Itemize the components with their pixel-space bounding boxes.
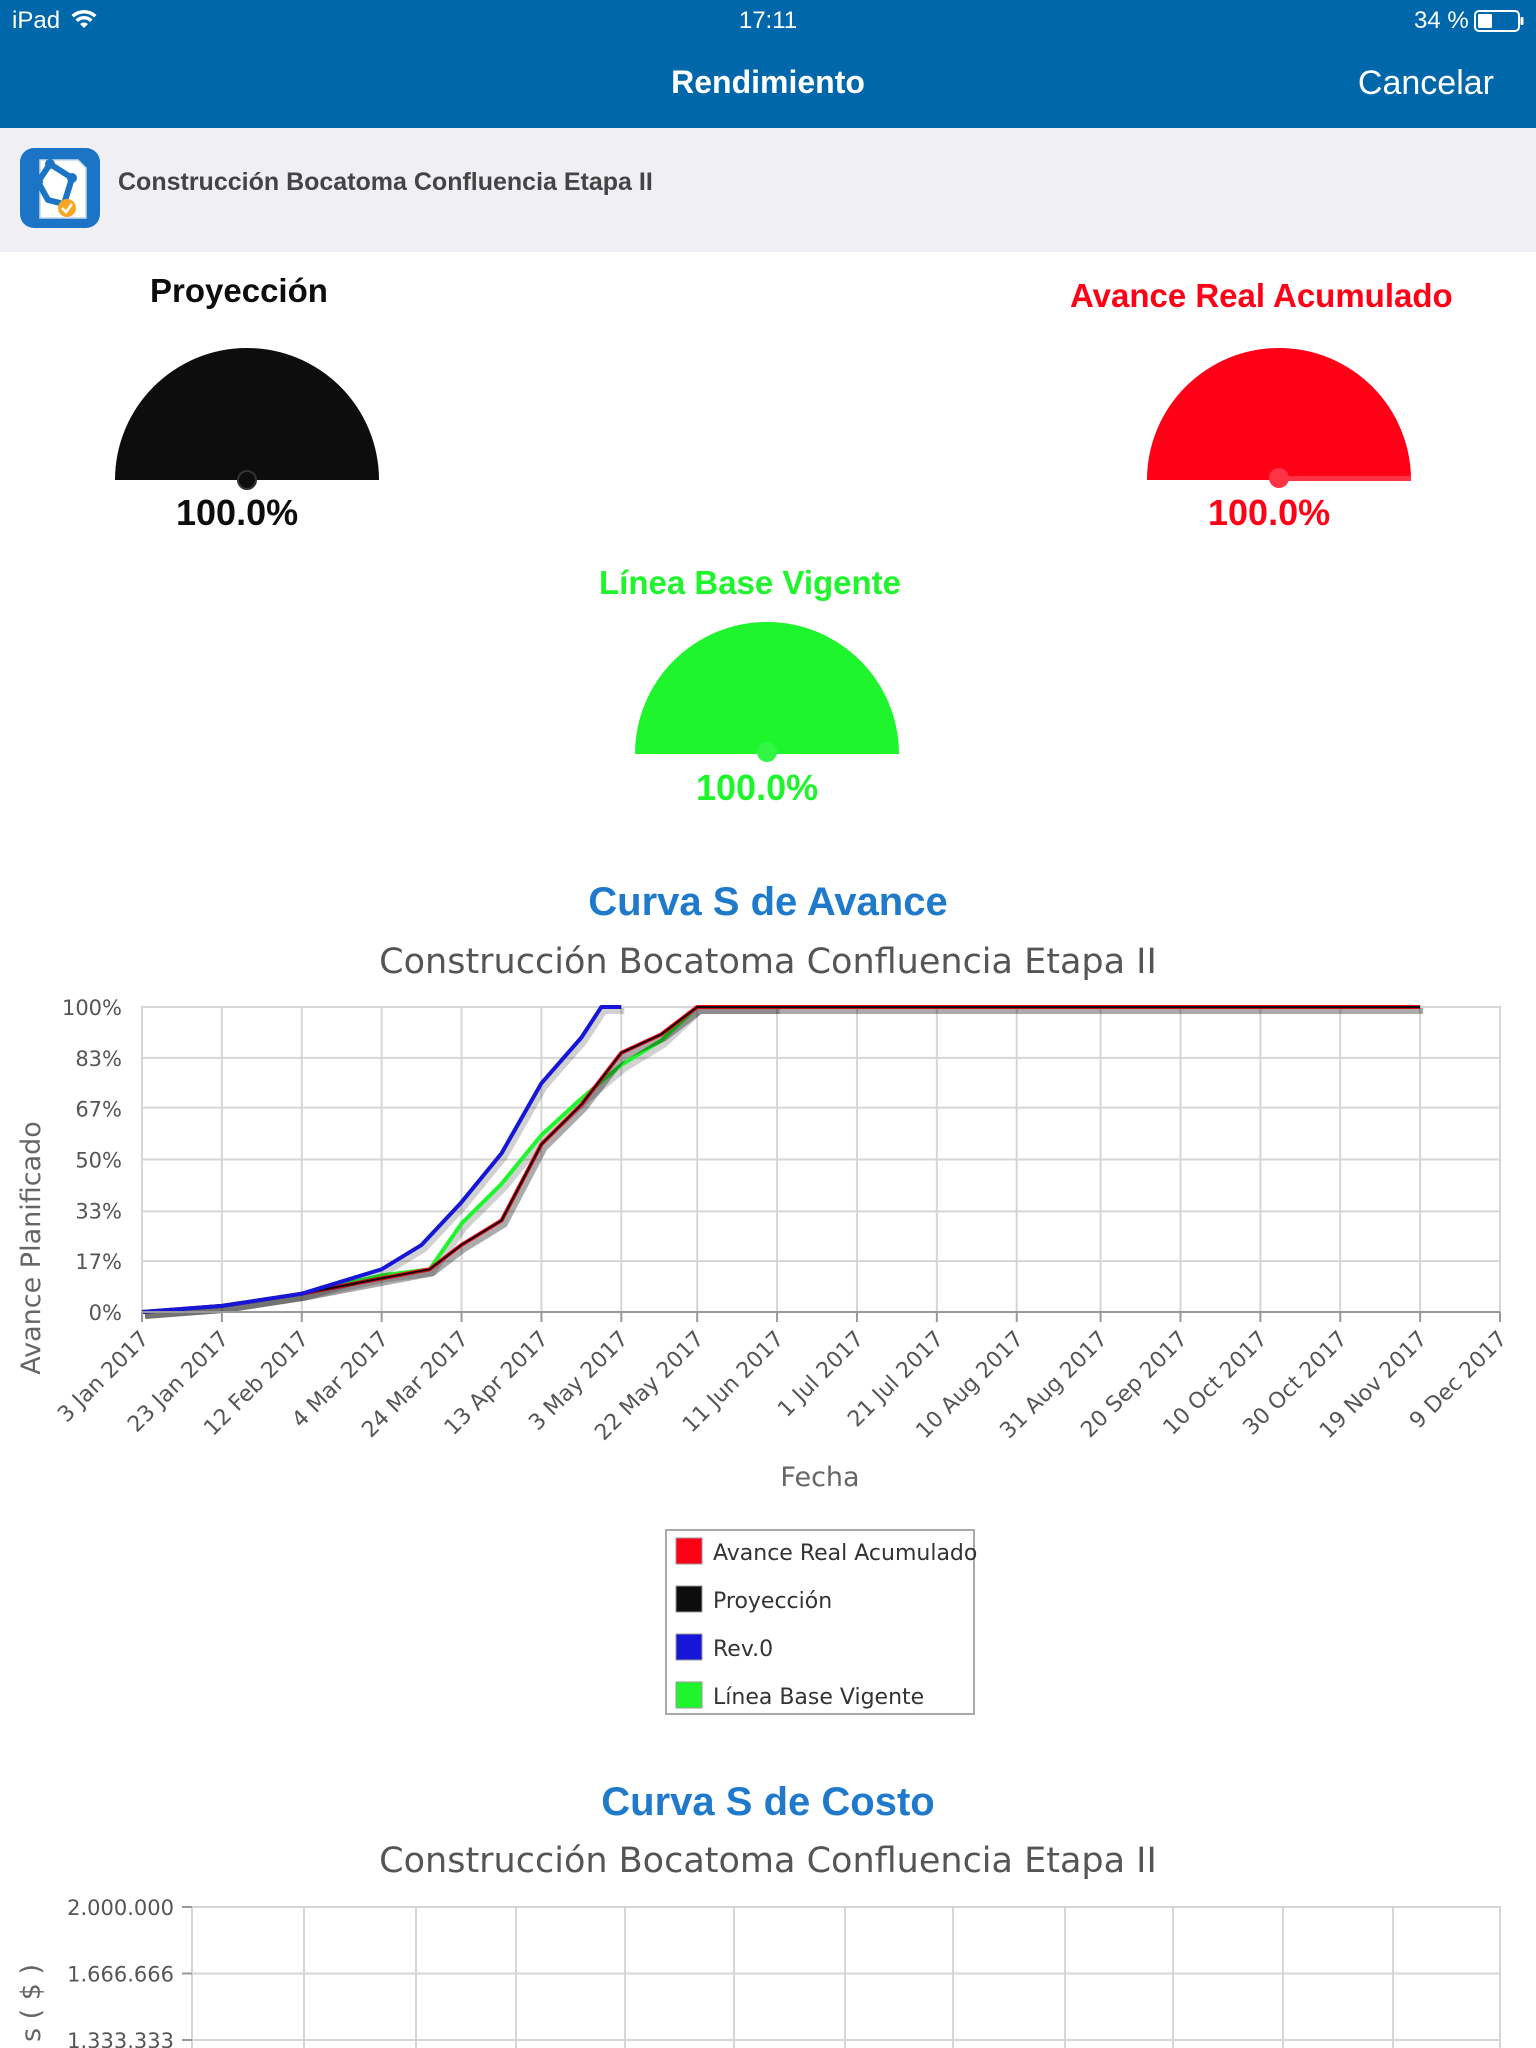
y-axis-label: Avance Planificado [16,1121,47,1375]
navigation-bar: iPad 17:11 34 % Rendimiento Cancelar [0,0,1536,128]
y-tick-label: 1.666.666 [67,1963,174,1987]
gauge-dial [635,622,899,762]
y-tick-label: 83% [75,1047,122,1071]
y-tick-label: 0% [89,1301,122,1325]
gauge-value: 100.0% [176,492,299,533]
chart-title-costo: Curva S de Costo [601,1780,935,1824]
x-axis-label: Fecha [780,1462,859,1493]
chart-subtitle-avance: Construcción Bocatoma Confluencia Etapa … [379,942,1157,982]
chart-title-avance: Curva S de Avance [588,880,948,924]
legend-box [665,1529,975,1715]
y-tick-label: 1.333.333 [67,2029,174,2048]
costo-s-curve-chart: 2.000.000 1.666.666 1.333.333 s ( $ ) [16,1898,1501,2048]
series-shadow [144,1008,1424,1319]
project-header: Construcción Bocatoma Confluencia Etapa … [0,128,1536,252]
project-app-logo-icon [20,148,100,228]
gauge-dial [115,348,379,490]
y-tick-label: 67% [75,1098,122,1122]
battery-percentage: 34 % [1414,7,1469,34]
gauge-dial [1147,348,1411,488]
chart-legend: Avance Real Acumulado Proyección Rev.0 Líne… [665,1529,977,1715]
legend-swatch [675,1681,703,1709]
chart-grid [141,1006,1501,1313]
battery-icon [1474,10,1524,32]
series-shadow [144,1008,625,1319]
gauge-value: 100.0% [1208,492,1331,533]
status-device-label: iPad [12,7,61,34]
legend-label: Línea Base Vigente [713,1685,924,1710]
legend-swatch [675,1537,703,1565]
y-tick-label: 50% [75,1149,122,1173]
series-shadow [144,1008,1424,1319]
gauge-title: Avance Real Acumulado [1070,277,1453,314]
wifi-icon [71,9,97,28]
nav-title: Rendimiento [671,64,865,100]
legend-label: Avance Real Acumulado [713,1541,977,1566]
y-axis-label: s ( $ ) [16,1964,47,2042]
y-tick-label: 33% [75,1199,122,1223]
y-tick-label: 100% [62,996,122,1020]
gauge-title: Línea Base Vigente [599,564,902,601]
legend-label: Proyección [713,1589,832,1614]
gauge-title: Proyección [150,272,328,309]
cancel-button[interactable]: Cancelar [1357,64,1494,102]
chart-subtitle-costo: Construcción Bocatoma Confluencia Etapa … [379,1841,1157,1881]
legend-swatch [675,1633,703,1661]
project-name: Construcción Bocatoma Confluencia Etapa … [118,168,653,196]
y-tick-label: 2.000.000 [67,1898,174,1920]
legend-swatch [675,1585,703,1613]
chart-grid: 2.000.000 1.666.666 1.333.333 [67,1898,1501,2048]
series-line-rev-0 [141,1005,622,1314]
y-tick-label: 17% [75,1250,122,1274]
legend-label: Rev.0 [713,1637,773,1662]
series-shadow [144,1008,781,1319]
status-time: 17:11 [738,7,798,34]
chart-series [141,1005,1424,1319]
gauge-value: 100.0% [696,767,819,808]
